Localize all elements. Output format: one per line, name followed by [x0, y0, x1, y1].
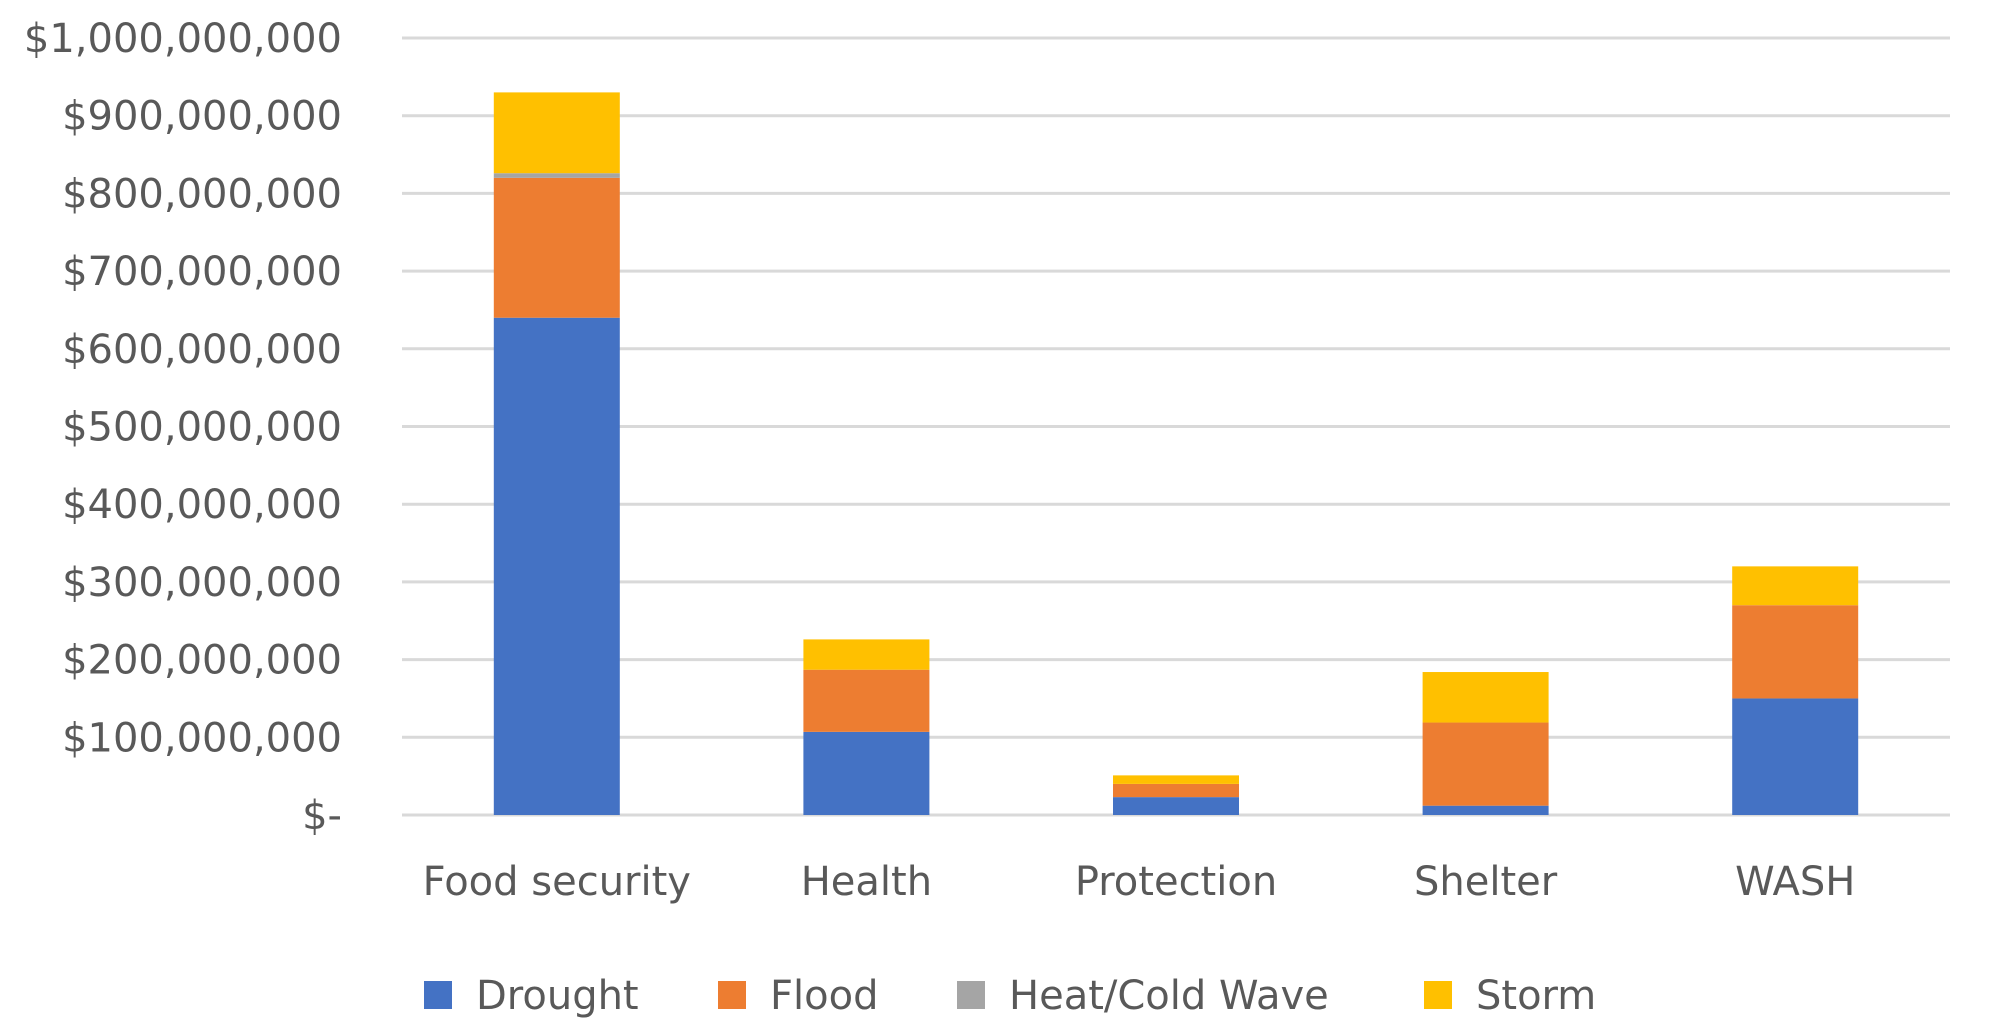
x-category-label: Shelter [1414, 859, 1558, 905]
y-axis-tick-labels: $- $100,000,000 $200,000,000 $300,000,000 $4… [24, 16, 342, 839]
bar-segment [1732, 566, 1859, 606]
y-tick-label: $200,000,000 [62, 638, 342, 684]
legend-label: Flood [770, 973, 878, 1019]
bar-segment [1422, 805, 1549, 815]
legend-label: Storm [1476, 973, 1596, 1019]
bar-segment [1422, 722, 1549, 806]
legend-label: Heat/Cold Wave [1009, 973, 1329, 1019]
bar-segment [1732, 698, 1859, 815]
y-tick-label: $400,000,000 [62, 482, 342, 528]
bar-segment [1113, 797, 1239, 815]
bar-segment [803, 731, 930, 815]
legend-swatch [424, 981, 452, 1009]
bar-segment [803, 669, 930, 732]
x-category-label: WASH [1735, 859, 1855, 905]
bar-segment [1422, 672, 1549, 723]
y-tick-label: $900,000,000 [62, 94, 342, 140]
y-tick-label: $800,000,000 [62, 171, 342, 217]
bars [493, 92, 1859, 815]
gridlines [402, 36, 1950, 817]
legend-swatch [957, 981, 985, 1009]
legend-swatch [718, 981, 746, 1009]
bar-segment [1732, 605, 1859, 699]
x-axis-category-labels: Food security Health Protection Shelter WASH [423, 859, 1856, 905]
x-category-label: Food security [423, 859, 691, 905]
legend-swatch [1424, 981, 1452, 1009]
y-tick-label: $- [302, 793, 342, 839]
bar-segment [1113, 783, 1239, 798]
x-category-label: Health [801, 859, 932, 905]
bar-segment [493, 177, 620, 318]
y-tick-label: $1,000,000,000 [24, 16, 342, 62]
y-tick-label: $600,000,000 [62, 327, 342, 373]
y-tick-label: $300,000,000 [62, 560, 342, 606]
x-category-label: Protection [1075, 859, 1277, 905]
bar-segment [493, 173, 620, 178]
y-tick-label: $500,000,000 [62, 405, 342, 451]
bar-segment [493, 92, 620, 174]
y-tick-label: $100,000,000 [62, 715, 342, 761]
bar-segment [1113, 775, 1239, 784]
bar-segment [803, 639, 930, 670]
bar-segment [493, 317, 620, 815]
y-tick-label: $700,000,000 [62, 249, 342, 295]
legend: Drought Flood Heat/Cold Wave Storm [424, 973, 1596, 1019]
legend-label: Drought [476, 973, 639, 1019]
